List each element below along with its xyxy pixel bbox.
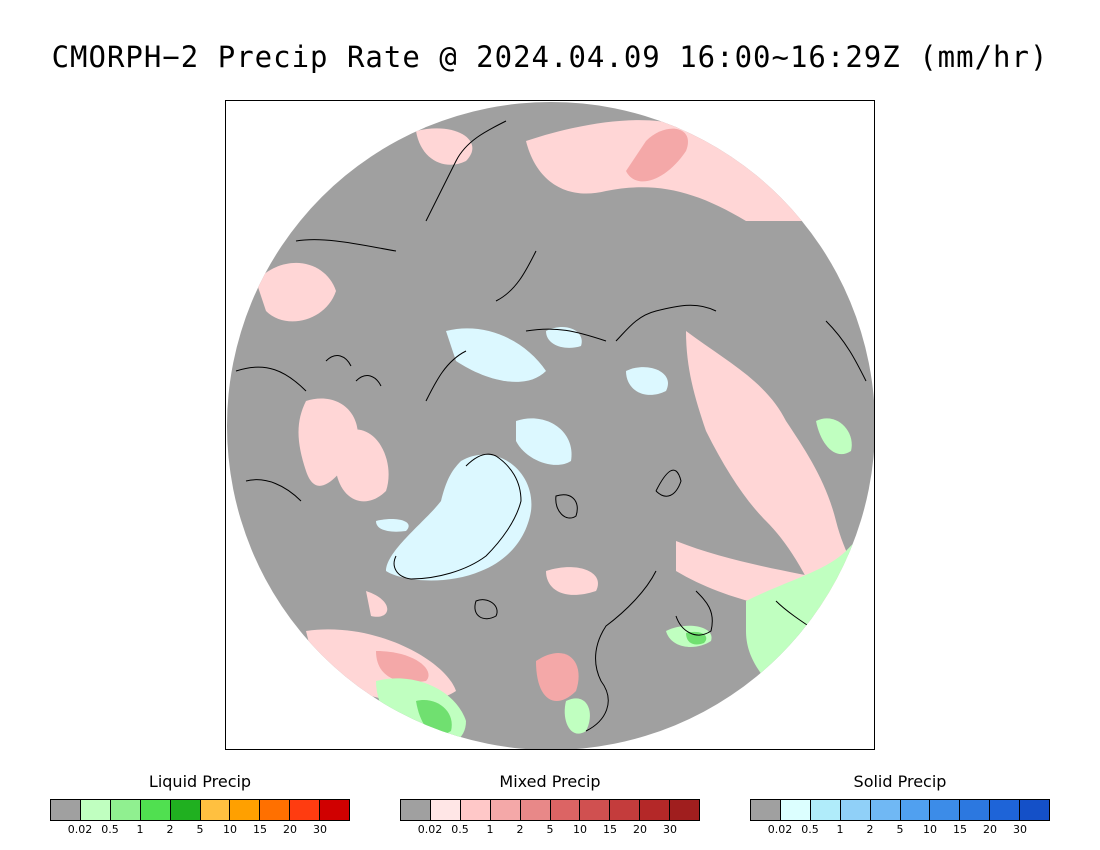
legend-tick-label: 0.5: [451, 823, 469, 836]
legend-swatch-8: [990, 800, 1021, 820]
legend-liquid-swatches: [50, 799, 350, 821]
legend-tick-label: 0.02: [767, 823, 793, 836]
legend-tick-label: 5: [196, 823, 204, 836]
legend-solid-title: Solid Precip: [853, 772, 947, 791]
legend-swatch-7: [960, 800, 991, 820]
legend-tick-label: 1: [136, 823, 144, 836]
legend-tick-label: 1: [486, 823, 494, 836]
legend-mixed: Mixed Precip 0.02 0.5 1 2 5 10 15 20 30: [400, 772, 700, 839]
legend-tick-label: 20: [633, 823, 647, 836]
legend-swatch-2: [460, 800, 491, 820]
legend-swatch-0: [51, 800, 81, 820]
polar-map: [225, 100, 875, 750]
legend-swatch-4: [520, 800, 551, 820]
legend-liquid: Liquid Precip 0.02 0.5 1 2 5 10 15 20 30: [50, 772, 350, 839]
legend-tick-label: 1: [836, 823, 844, 836]
legend-tick-label: 2: [166, 823, 174, 836]
legend-swatch-5: [200, 800, 231, 820]
legend-swatch-7: [610, 800, 641, 820]
legend-swatch-5: [900, 800, 931, 820]
legend-liquid-ticks: 0.02 0.5 1 2 5 10 15 20 30: [50, 823, 350, 839]
legend-tick-label: 2: [516, 823, 524, 836]
legend-tick-label: 15: [953, 823, 967, 836]
legend-tick-label: 5: [546, 823, 554, 836]
legend-tick-label: 0.5: [801, 823, 819, 836]
coastlines: [235, 120, 867, 732]
legend-tick-label: 0.5: [101, 823, 119, 836]
legend-swatch-0: [401, 800, 431, 820]
legend-tick-label: 20: [283, 823, 297, 836]
legend-swatch-9: [670, 800, 700, 820]
legend-swatch-8: [640, 800, 671, 820]
legend-swatch-3: [840, 800, 871, 820]
legend-swatch-1: [780, 800, 811, 820]
legend-mixed-title: Mixed Precip: [499, 772, 601, 791]
legend-tick-label: 10: [223, 823, 237, 836]
legend-swatch-4: [170, 800, 201, 820]
legend-swatch-6: [230, 800, 261, 820]
legend-swatch-9: [1020, 800, 1050, 820]
legend-tick-label: 5: [896, 823, 904, 836]
legend-swatch-4: [870, 800, 901, 820]
legend-tick-label: 10: [923, 823, 937, 836]
legend-tick-label: 15: [603, 823, 617, 836]
legend-swatch-5: [550, 800, 581, 820]
legend-tick-label: 20: [983, 823, 997, 836]
legend-tick-label: 15: [253, 823, 267, 836]
map-disk: [227, 102, 874, 749]
legend-swatch-0: [751, 800, 781, 820]
legend-mixed-ticks: 0.02 0.5 1 2 5 10 15 20 30: [400, 823, 700, 839]
legend-swatch-3: [490, 800, 521, 820]
mixed-precip-moderate: [376, 128, 688, 701]
legend-swatch-3: [140, 800, 171, 820]
legend-tick-label: 30: [663, 823, 677, 836]
legend-solid: Solid Precip 0.02 0.5 1 2 5 10 15 20 30: [750, 772, 1050, 839]
legend-mixed-swatches: [400, 799, 700, 821]
legend-tick-label: 30: [1013, 823, 1027, 836]
legend-swatch-7: [260, 800, 291, 820]
legend-swatch-2: [810, 800, 841, 820]
legend-liquid-title: Liquid Precip: [148, 772, 252, 791]
legend-tick-label: 2: [866, 823, 874, 836]
legend-solid-swatches: [750, 799, 1050, 821]
map-title: CMORPH−2 Precip Rate @ 2024.04.09 16:00~…: [51, 40, 1049, 74]
legend-solid-ticks: 0.02 0.5 1 2 5 10 15 20 30: [750, 823, 1050, 839]
legend-tick-label: 0.02: [417, 823, 443, 836]
legend-tick-label: 30: [313, 823, 327, 836]
legend-swatch-9: [320, 800, 350, 820]
solid-precip-areas: [376, 326, 668, 581]
legend-swatch-1: [80, 800, 111, 820]
legend-tick-label: 10: [573, 823, 587, 836]
legend-swatch-2: [110, 800, 141, 820]
legend-tick-label: 0.02: [67, 823, 93, 836]
legend-swatch-6: [580, 800, 611, 820]
legend-swatch-8: [290, 800, 321, 820]
legend-swatch-6: [930, 800, 961, 820]
legend-swatch-1: [430, 800, 461, 820]
